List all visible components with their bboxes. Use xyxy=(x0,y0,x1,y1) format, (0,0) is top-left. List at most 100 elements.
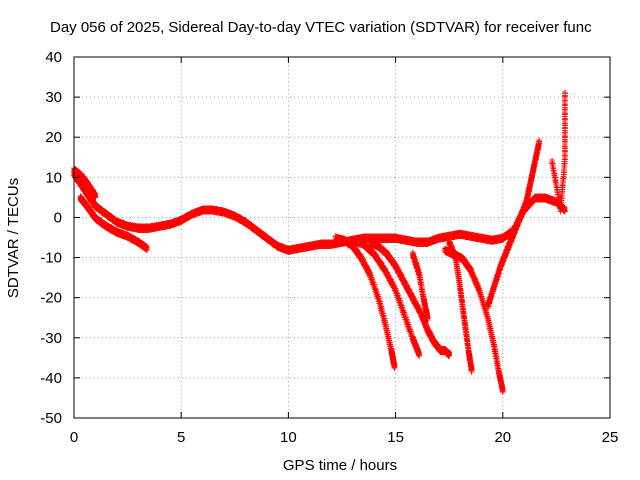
data-point: + xyxy=(346,234,353,247)
data-point: + xyxy=(372,232,379,245)
data-point: + xyxy=(137,221,144,234)
data-point: + xyxy=(176,212,183,225)
data-point: + xyxy=(129,222,136,235)
data-point: + xyxy=(346,232,353,245)
data-point: + xyxy=(280,240,287,253)
data-point: + xyxy=(77,175,84,188)
data-point: + xyxy=(115,214,122,227)
data-point: + xyxy=(75,174,82,187)
data-point: + xyxy=(212,206,219,219)
data-point: + xyxy=(189,207,196,220)
data-point: + xyxy=(310,237,317,250)
data-point: + xyxy=(297,240,304,253)
data-point: + xyxy=(170,215,177,228)
data-point: + xyxy=(344,236,351,249)
data-point: + xyxy=(199,205,206,218)
data-point: + xyxy=(189,209,196,222)
data-point: + xyxy=(89,195,96,208)
data-point: + xyxy=(159,219,166,232)
data-point: + xyxy=(80,179,87,192)
data-point: + xyxy=(118,219,125,232)
data-point: + xyxy=(176,216,183,229)
data-point: + xyxy=(337,236,344,249)
data-point: + xyxy=(78,179,85,192)
data-point: + xyxy=(286,242,293,255)
data-point: + xyxy=(164,218,171,231)
data-point: + xyxy=(238,215,245,228)
data-point: + xyxy=(87,194,94,207)
data-point: + xyxy=(202,205,209,218)
data-point: + xyxy=(152,220,159,233)
data-point: + xyxy=(383,233,390,246)
data-point: + xyxy=(278,241,285,254)
data-point: + xyxy=(104,208,111,221)
data-point: + xyxy=(237,211,244,224)
data-point: + xyxy=(399,233,406,246)
data-point: + xyxy=(83,186,90,199)
data-point: + xyxy=(153,220,160,233)
data-point: + xyxy=(170,218,177,231)
data-point: + xyxy=(146,220,153,233)
data-point: + xyxy=(386,233,393,246)
data-point: + xyxy=(252,223,259,236)
data-point: + xyxy=(182,211,189,224)
data-point: + xyxy=(91,196,98,209)
data-point: + xyxy=(468,362,475,375)
data-point: + xyxy=(119,216,126,229)
data-point: + xyxy=(285,244,292,257)
data-point: + xyxy=(268,233,275,246)
data-point: + xyxy=(209,205,216,218)
data-point: + xyxy=(166,216,173,229)
data-point: + xyxy=(130,220,137,233)
data-point: + xyxy=(297,239,304,252)
data-point: + xyxy=(171,218,178,231)
data-point: + xyxy=(345,236,352,249)
data-point: + xyxy=(173,215,180,228)
data-point: + xyxy=(229,207,236,220)
data-point: + xyxy=(222,208,229,221)
data-point: + xyxy=(305,240,312,253)
data-point: + xyxy=(295,240,302,253)
data-point: + xyxy=(184,210,191,223)
data-point: + xyxy=(179,211,186,224)
data-point: + xyxy=(98,202,105,215)
data-point: + xyxy=(195,203,202,216)
data-point: + xyxy=(255,227,262,240)
data-point: + xyxy=(225,207,232,220)
data-point: + xyxy=(89,193,96,206)
data-point: + xyxy=(211,202,218,215)
data-point: + xyxy=(73,173,80,186)
data-point: + xyxy=(380,233,387,246)
data-point: + xyxy=(185,211,192,224)
data-point: + xyxy=(276,242,283,255)
data-point: + xyxy=(207,203,214,216)
data-point: + xyxy=(221,205,228,218)
data-point: + xyxy=(185,210,192,223)
data-point: + xyxy=(409,235,416,248)
data-point: + xyxy=(243,216,250,229)
data-point: + xyxy=(80,182,87,195)
data-point: + xyxy=(323,238,330,251)
data-point: + xyxy=(220,203,227,216)
data-point: + xyxy=(326,238,333,251)
data-point: + xyxy=(79,179,86,192)
data-point: + xyxy=(381,232,388,245)
data-point: + xyxy=(384,230,391,243)
data-point: + xyxy=(205,203,212,216)
data-point: + xyxy=(77,177,84,190)
data-point: + xyxy=(120,218,127,231)
data-point: + xyxy=(269,236,276,249)
data-point: + xyxy=(376,230,383,243)
data-point: + xyxy=(90,195,97,208)
data-point: + xyxy=(192,204,199,217)
data-point: + xyxy=(314,240,321,253)
data-point: + xyxy=(261,228,268,241)
data-point: + xyxy=(232,208,239,221)
data-point: + xyxy=(332,235,339,248)
data-point: + xyxy=(368,230,375,243)
data-point: + xyxy=(300,239,307,252)
data-point: + xyxy=(298,241,305,254)
data-point: + xyxy=(402,232,409,245)
data-point: + xyxy=(144,221,151,234)
data-point: + xyxy=(157,219,164,232)
